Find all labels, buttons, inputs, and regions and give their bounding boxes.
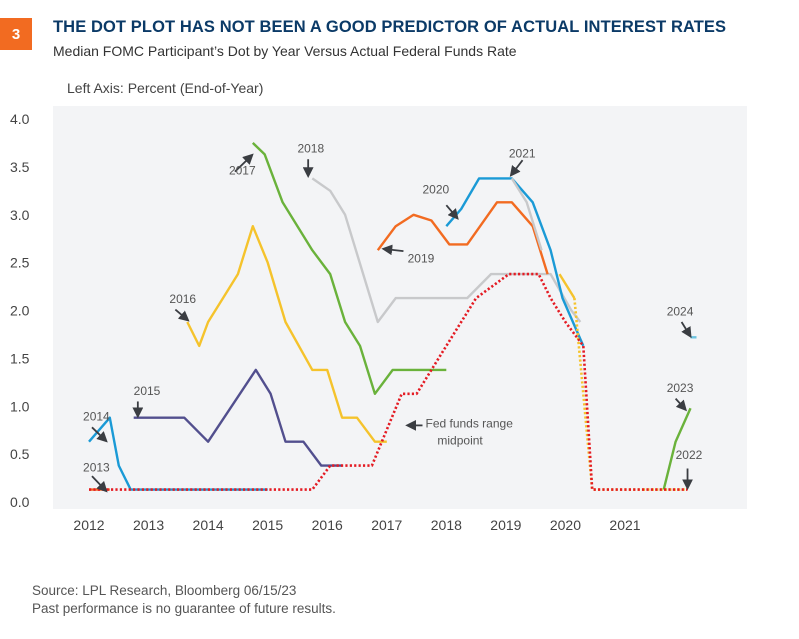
- pointer-arrow-icon: [680, 321, 692, 339]
- x-tick-label: 2014: [193, 517, 224, 533]
- x-tick-label: 2017: [371, 517, 402, 533]
- figure-number-badge: 3: [0, 18, 32, 50]
- series-line-2020-late: [558, 273, 576, 299]
- chart-subtitle: Median FOMC Participant’s Dot by Year Ve…: [53, 43, 517, 59]
- annotation-label: 2019: [408, 252, 435, 266]
- y-tick-label: 3.5: [10, 159, 30, 175]
- chart-title: THE DOT PLOT HAS NOT BEEN A GOOD PREDICT…: [53, 18, 727, 36]
- annotation-label: Fed funds range: [425, 416, 513, 430]
- x-tick-label: 2021: [609, 517, 640, 533]
- annotation-label: 2017: [229, 164, 256, 178]
- series-line-2015: [133, 368, 343, 467]
- series-line-2017: [251, 142, 447, 395]
- annotation-label: 2015: [134, 384, 161, 398]
- x-tick-label: 2018: [431, 517, 462, 533]
- x-tick-label: 2015: [252, 517, 283, 533]
- y-tick-label: 1.0: [10, 398, 30, 414]
- x-tick-label: 2019: [490, 517, 521, 533]
- series-line-2021: [510, 177, 543, 251]
- x-tick-label: 2012: [73, 517, 104, 533]
- pointer-arrow-icon: [509, 159, 524, 177]
- annotation-label: 2016: [169, 292, 196, 306]
- y-tick-label: 4.0: [10, 111, 30, 127]
- x-tick-label: 2013: [133, 517, 164, 533]
- pointer-arrow-icon: [234, 153, 254, 173]
- disclaimer: Past performance is no guarantee of futu…: [32, 601, 336, 616]
- series-line-2018: [311, 177, 582, 324]
- annotation-label: 2014: [83, 410, 110, 424]
- chart-svg: 0.0 0.5 1.0 1.5 2.0 2.5 3.0 3.5 4.0 2012 2013 2014…: [10, 106, 747, 533]
- pointer-arrow-icon: [174, 308, 190, 322]
- y-tick-label: 0.5: [10, 446, 30, 462]
- series-line-2019: [376, 201, 549, 275]
- y-tick-label: 3.0: [10, 207, 30, 223]
- pointer-arrow-icon: [445, 204, 459, 220]
- pointer-arrow-icon: [674, 397, 687, 412]
- series-line-2014: [88, 416, 268, 491]
- footer: Source: LPL Research, Bloomberg 06/15/23…: [32, 582, 336, 618]
- series-line-2023: [662, 407, 692, 490]
- plot-background: [53, 106, 747, 509]
- annotation-label: 2024: [667, 304, 694, 318]
- series-line-2020: [445, 177, 585, 347]
- y-tick-label: 2.0: [10, 303, 30, 319]
- pointer-arrow-icon: [91, 475, 108, 493]
- annotation-label: 2021: [509, 146, 536, 160]
- x-tick-label: 2020: [550, 517, 581, 533]
- annotation-label: 2022: [676, 448, 703, 462]
- annotation-label: 2023: [667, 381, 694, 395]
- annotation-label: 2020: [423, 183, 450, 197]
- annotation-label: midpoint: [437, 434, 483, 448]
- pointer-arrow-icon: [381, 244, 404, 256]
- source-note: Source: LPL Research, Bloomberg 06/15/23: [32, 583, 297, 598]
- x-tick-label: 2016: [312, 517, 343, 533]
- annotation-label: 2018: [297, 142, 324, 156]
- annotation-label: 2013: [83, 460, 110, 474]
- y-axis-label: Left Axis: Percent (End-of-Year): [67, 80, 264, 96]
- series-line-2016: [186, 224, 387, 443]
- y-tick-label: 2.5: [10, 255, 30, 271]
- y-tick-label: 0.0: [10, 494, 30, 510]
- y-tick-label: 1.5: [10, 350, 30, 366]
- pointer-arrow-icon: [91, 426, 108, 443]
